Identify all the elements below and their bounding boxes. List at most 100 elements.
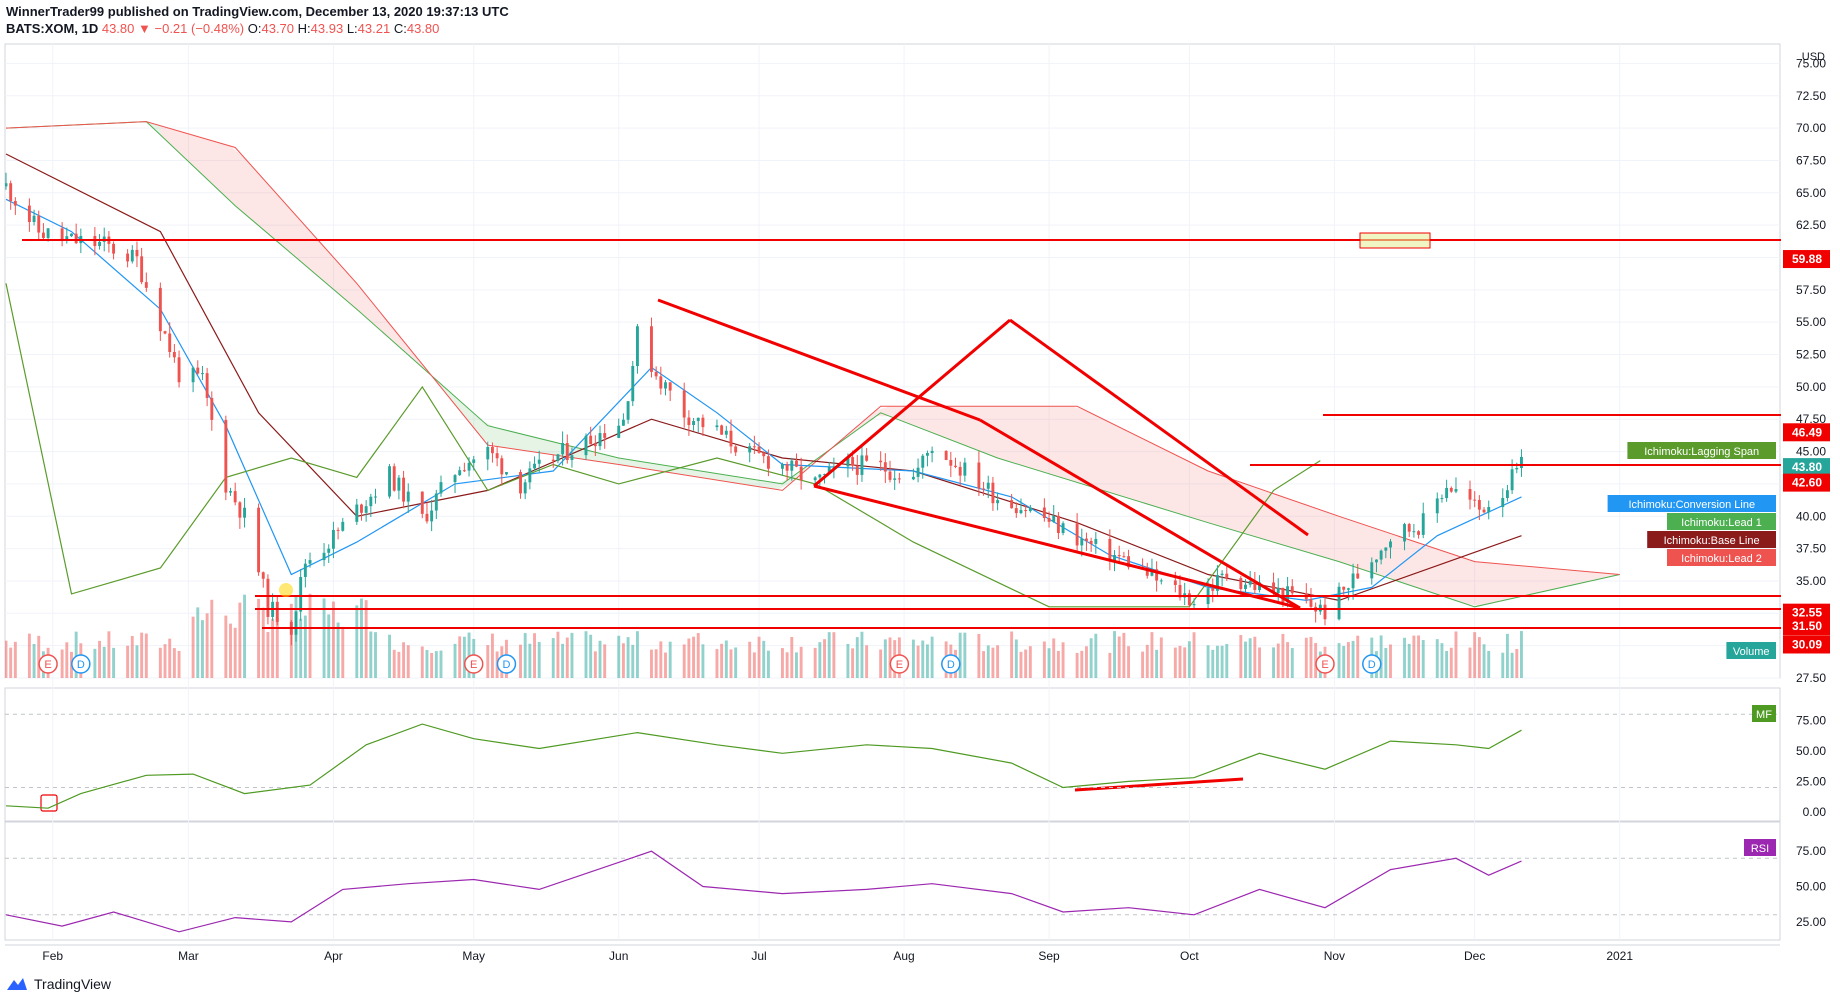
candle-body bbox=[1515, 467, 1519, 470]
volume-bar bbox=[331, 601, 335, 678]
candle-body bbox=[402, 477, 406, 502]
volume-bar bbox=[977, 633, 981, 678]
volume-bar bbox=[1407, 643, 1411, 678]
close-label: C: bbox=[393, 21, 407, 36]
candle-body bbox=[1061, 523, 1065, 534]
candle-body bbox=[462, 470, 466, 472]
volume-bar bbox=[1435, 639, 1439, 678]
volume-bar bbox=[1384, 647, 1388, 678]
candle-body bbox=[388, 466, 391, 497]
candle-body bbox=[650, 326, 653, 372]
candle-body bbox=[1089, 540, 1093, 544]
time-tick-label: Dec bbox=[1464, 949, 1485, 963]
volume-bar bbox=[795, 652, 798, 678]
volume-bar bbox=[1412, 635, 1416, 678]
volume-bar bbox=[785, 652, 789, 678]
price-tick-label: 75.00 bbox=[1796, 56, 1826, 70]
candle-body bbox=[135, 249, 139, 257]
candle-body bbox=[486, 446, 490, 460]
candle-body bbox=[420, 491, 424, 514]
volume-bar bbox=[1276, 643, 1280, 678]
volume-bar bbox=[982, 651, 986, 678]
candle-body bbox=[200, 373, 204, 375]
candle-body bbox=[1248, 581, 1252, 585]
marker-circle bbox=[463, 654, 484, 674]
candle-body bbox=[603, 433, 607, 438]
candle-body bbox=[930, 450, 934, 454]
indicator-label-text: Ichimoku:Lagging Span bbox=[1644, 446, 1759, 458]
volume-bar bbox=[996, 645, 1000, 678]
candle-body bbox=[177, 357, 181, 383]
price-tick-label: 67.50 bbox=[1796, 153, 1826, 167]
candle-body bbox=[1080, 538, 1084, 546]
volume-bar bbox=[327, 614, 331, 678]
time-tick-label: Sep bbox=[1038, 949, 1060, 963]
volume-bar bbox=[916, 645, 920, 678]
candle-body bbox=[1468, 489, 1472, 500]
volume-bar bbox=[467, 632, 471, 678]
volume-bar bbox=[1510, 652, 1514, 678]
price-tag-label: 30.09 bbox=[1792, 637, 1822, 651]
dividend-marker-icon: D bbox=[496, 654, 517, 674]
volume-bar bbox=[1010, 631, 1014, 678]
time-tick-label: Nov bbox=[1324, 949, 1345, 963]
volume-bar bbox=[374, 632, 377, 678]
volume-bar bbox=[790, 636, 794, 678]
candle-body bbox=[1117, 555, 1121, 557]
candle-body bbox=[1477, 500, 1481, 510]
volume-bar bbox=[986, 645, 990, 678]
candle-body bbox=[780, 464, 784, 469]
candle-body bbox=[851, 457, 855, 466]
volume-bar bbox=[589, 634, 593, 678]
volume-bar bbox=[827, 632, 831, 678]
candle-body bbox=[1253, 581, 1257, 591]
candle-body bbox=[1042, 507, 1046, 519]
volume-bar bbox=[168, 638, 172, 678]
volume-bar bbox=[360, 598, 363, 678]
candle-body bbox=[32, 215, 36, 223]
volume-bar bbox=[1141, 651, 1145, 678]
trendline bbox=[813, 318, 1011, 488]
candle-body bbox=[224, 419, 228, 493]
candle-body bbox=[1286, 586, 1290, 603]
candle-body bbox=[682, 390, 686, 418]
volume-bar bbox=[1192, 632, 1196, 678]
candle-body bbox=[144, 282, 148, 288]
candle-body bbox=[1010, 500, 1014, 509]
candle-body bbox=[261, 572, 265, 579]
price-tag-label: 43.80 bbox=[1792, 460, 1822, 474]
candle-body bbox=[1187, 593, 1191, 606]
candle-body bbox=[41, 232, 45, 238]
price-tick-label: 70.00 bbox=[1796, 121, 1826, 135]
candle-body bbox=[1520, 456, 1523, 468]
volume-bar bbox=[748, 641, 752, 678]
close-value: 43.80 bbox=[406, 21, 440, 36]
volume-bar bbox=[1150, 632, 1154, 678]
dividend-marker-icon: D bbox=[1362, 654, 1382, 674]
candle-body bbox=[299, 576, 303, 612]
volume-bar bbox=[823, 639, 826, 678]
candle-body bbox=[13, 200, 17, 206]
volume-bar bbox=[27, 633, 31, 678]
open-label: O: bbox=[247, 21, 262, 36]
price-tick-label: 47.50 bbox=[1796, 412, 1826, 426]
volume-bar bbox=[617, 635, 621, 678]
last-price: 43.80 bbox=[101, 21, 135, 36]
volume-bar bbox=[1042, 641, 1046, 678]
candle-body bbox=[1384, 547, 1388, 551]
candle-body bbox=[434, 493, 438, 511]
candle-body bbox=[163, 331, 167, 334]
low-value: 43.21 bbox=[357, 21, 391, 36]
volume-bar bbox=[692, 636, 696, 678]
candle-body bbox=[1449, 487, 1453, 492]
symbol-label[interactable]: BATS:XOM, 1D bbox=[6, 21, 99, 36]
candle-body bbox=[168, 333, 172, 352]
candle-body bbox=[439, 482, 443, 494]
volume-bar bbox=[341, 626, 345, 678]
volume-bar bbox=[1487, 650, 1491, 678]
open-value: 43.70 bbox=[261, 21, 295, 36]
volume-bar bbox=[1314, 643, 1318, 678]
highlight-rectangle bbox=[1359, 232, 1431, 249]
candle-body bbox=[257, 507, 261, 573]
